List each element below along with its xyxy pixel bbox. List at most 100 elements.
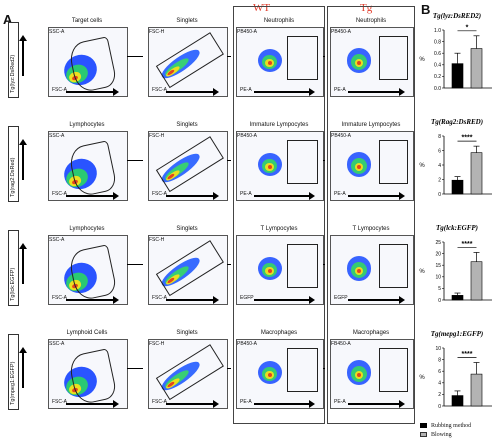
flow-density-plot <box>48 339 128 409</box>
x-axis-arrow <box>254 299 310 301</box>
y-axis-label: % <box>419 375 425 381</box>
arrow-head <box>309 88 315 96</box>
arrow-head <box>213 88 219 96</box>
x-axis-label: FSC-A <box>52 191 67 197</box>
density-blob <box>356 373 361 378</box>
wt-heading: WT <box>253 2 271 14</box>
arrow-head <box>399 192 405 200</box>
panel-b-letter: B <box>421 2 431 17</box>
x-axis-label: FSC-A <box>52 295 67 301</box>
bar-rubbing <box>451 63 464 89</box>
x-axis-arrow <box>66 195 114 197</box>
bar-blowing <box>470 48 483 89</box>
bar-rubbing <box>451 295 464 301</box>
x-axis-label: EGFP <box>334 295 348 301</box>
y-tick-label: 8 <box>438 134 441 140</box>
x-axis-label: EGFP <box>240 295 254 301</box>
x-axis-arrow <box>66 91 114 93</box>
flow-arrow <box>323 368 325 369</box>
arrow-head <box>19 243 27 249</box>
arrow-head <box>19 139 27 145</box>
y-axis-label: % <box>419 269 425 275</box>
flow-density-plot <box>236 235 324 305</box>
flow-density-plot <box>330 131 414 201</box>
gate-title: Singlets <box>176 122 198 128</box>
x-axis-arrow <box>348 299 400 301</box>
flow-density-plot <box>236 339 324 409</box>
flow-density-plot <box>48 131 128 201</box>
flow-arrow <box>227 160 231 161</box>
x-axis-arrow <box>166 195 214 197</box>
gate-title: Lymphocytes <box>69 122 105 128</box>
density-blob <box>356 269 361 274</box>
gate-title: Immature Lympocytes <box>249 122 309 128</box>
row-label: Tg(rag2:DsRed) <box>10 157 16 197</box>
significance-label: **** <box>462 351 473 358</box>
arrow-head <box>113 192 119 200</box>
flow-density-plot <box>330 235 414 305</box>
gate-title: Target cells <box>71 18 103 24</box>
density-blob <box>267 165 272 170</box>
flow-density-plot <box>236 131 324 201</box>
arrow-head <box>309 296 315 304</box>
arrow-head <box>399 88 405 96</box>
y-tick-label: 1.0 <box>434 28 441 34</box>
gate-region <box>156 343 225 401</box>
row-label: Tg(mpeg1:EGFP) <box>10 361 16 405</box>
arrow-head <box>213 192 219 200</box>
gate-title: Lymphoid Cells <box>66 330 108 336</box>
chart-title: Tg(Rag2:DsRED) <box>431 118 483 126</box>
legend-label-rubbing: Rubbing method <box>431 422 472 429</box>
gate-title: Singlets <box>176 330 198 336</box>
x-axis-label: FSC-A <box>152 399 167 405</box>
gate-region <box>156 239 225 297</box>
y-tick-label: 8 <box>438 357 441 363</box>
y-tick-label: 0.6 <box>434 51 441 57</box>
arrow-head <box>399 400 405 408</box>
panel-a-letter: A <box>3 12 13 27</box>
gate-region <box>286 36 319 81</box>
y-tick-label: 20 <box>435 251 441 257</box>
gate-region <box>286 140 319 185</box>
legend-label-blowing: Blowing <box>431 431 452 438</box>
x-axis-arrow <box>166 91 214 93</box>
row-label-box: Tg(lyz:DsRed2) <box>8 22 19 98</box>
x-axis-label: FSC-A <box>152 295 167 301</box>
gate-title: T Lympocytes <box>260 226 298 232</box>
gate-title: Singlets <box>176 226 198 232</box>
y-tick-label: 5 <box>438 286 441 292</box>
y-tick-label: 0.0 <box>434 86 441 92</box>
x-axis-label: PE-A <box>240 87 252 93</box>
wt-column-frame <box>233 6 325 424</box>
y-tick-label: 2 <box>438 392 441 398</box>
arrow-head <box>19 35 27 41</box>
arrow-head <box>399 296 405 304</box>
row-label: Tg(lyz:DsRed2) <box>10 54 16 93</box>
flow-arrow <box>127 56 143 57</box>
y-tick-label: 0.4 <box>434 63 441 69</box>
y-axis-label: SSC-A <box>49 237 65 243</box>
flow-arrow <box>323 56 325 57</box>
gate-region <box>286 244 319 289</box>
x-axis-arrow <box>166 403 214 405</box>
y-tick-label: 25 <box>435 240 441 246</box>
row-label-box: Tg(mpeg1:EGFP) <box>8 334 19 410</box>
gate-region <box>156 31 225 89</box>
density-blob <box>356 61 361 66</box>
arrow-head <box>309 192 315 200</box>
y-tick-label: 4 <box>438 381 441 387</box>
arrow-head <box>113 88 119 96</box>
flow-arrow <box>227 368 231 369</box>
flow-density-plot <box>148 27 228 97</box>
chart-title: Tg(lck:EGFP) <box>436 224 478 232</box>
x-axis-arrow <box>166 299 214 301</box>
y-axis-arrow <box>22 352 24 388</box>
y-tick-label: 10 <box>435 275 441 281</box>
y-tick-label: 0.8 <box>434 39 441 45</box>
legend-item-blowing: Blowing <box>420 430 500 439</box>
bar-charts-panel: Tg(lyz:DsRED2) 0.0 0.2 0.4 0.6 0.8 1.0% * Tg(Rag… <box>419 12 492 410</box>
gate-region <box>156 135 225 193</box>
flow-density-plot <box>48 235 128 305</box>
x-axis-label: PE-A <box>334 399 346 405</box>
flow-density-plot <box>148 339 228 409</box>
